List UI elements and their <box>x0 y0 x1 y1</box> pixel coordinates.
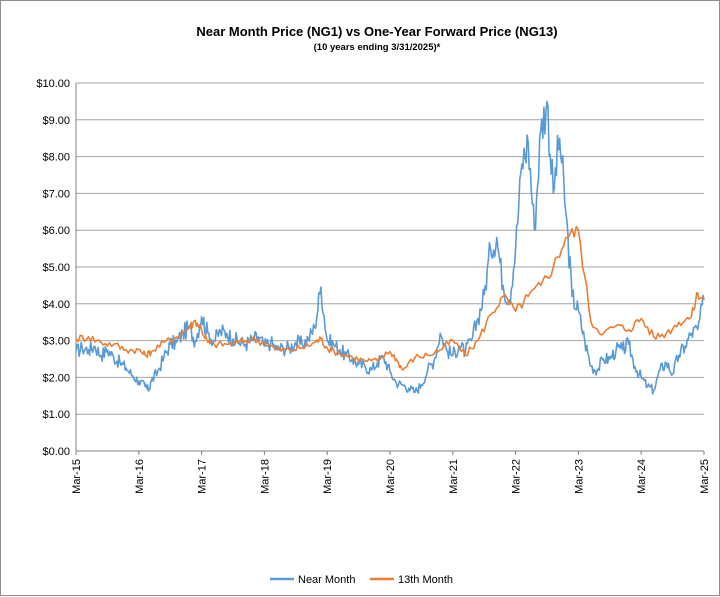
legend-label-near-month: Near Month <box>298 574 355 586</box>
chart-subtitle: (10 years ending 3/31/2025)* <box>314 42 441 53</box>
y-tick-label: $7.00 <box>42 188 70 200</box>
gridlines <box>76 83 704 451</box>
y-tick-label: $9.00 <box>42 115 70 127</box>
y-tick-label: $10.00 <box>36 78 70 90</box>
y-axis: $0.00 $1.00 $2.00 $3.00 $4.00 $5.00 $6.00 $7.00… <box>36 78 76 458</box>
x-tick-label: Mar-17 <box>197 459 209 494</box>
chart-title: Near Month Price (NG1) vs One-Year Forwa… <box>196 24 557 39</box>
y-tick-label: $1.00 <box>42 409 70 421</box>
y-tick-label: $2.00 <box>42 372 70 384</box>
y-tick-label: $4.00 <box>42 299 70 311</box>
x-tick-label: Mar-21 <box>448 459 460 494</box>
line-chart: Near Month Price (NG1) vs One-Year Forwa… <box>1 1 720 597</box>
y-tick-label: $3.00 <box>42 336 70 348</box>
x-tick-label: Mar-20 <box>385 459 397 494</box>
y-tick-label: $5.00 <box>42 262 70 274</box>
x-tick-label: Mar-22 <box>511 459 523 494</box>
x-tick-label: Mar-16 <box>134 459 146 494</box>
series-line-near-month <box>76 101 704 393</box>
legend-label-13th-month: 13th Month <box>398 574 453 586</box>
series-line-13th-month <box>76 227 704 371</box>
y-tick-label: $0.00 <box>42 446 70 458</box>
x-tick-label: Mar-15 <box>71 459 83 494</box>
plot-area <box>76 101 704 393</box>
x-tick-label: Mar-24 <box>636 459 648 494</box>
x-tick-label: Mar-25 <box>699 459 711 494</box>
x-tick-label: Mar-19 <box>322 459 334 494</box>
y-tick-label: $6.00 <box>42 225 70 237</box>
chart-frame: Near Month Price (NG1) vs One-Year Forwa… <box>0 0 720 596</box>
x-tick-label: Mar-18 <box>259 459 271 494</box>
x-axis: Mar-15 Mar-16 Mar-17 Mar-18 Mar-19 Mar-20 Mar-… <box>71 451 711 494</box>
y-tick-label: $8.00 <box>42 152 70 164</box>
legend: Near Month 13th Month <box>270 574 453 586</box>
x-tick-label: Mar-23 <box>573 459 585 494</box>
